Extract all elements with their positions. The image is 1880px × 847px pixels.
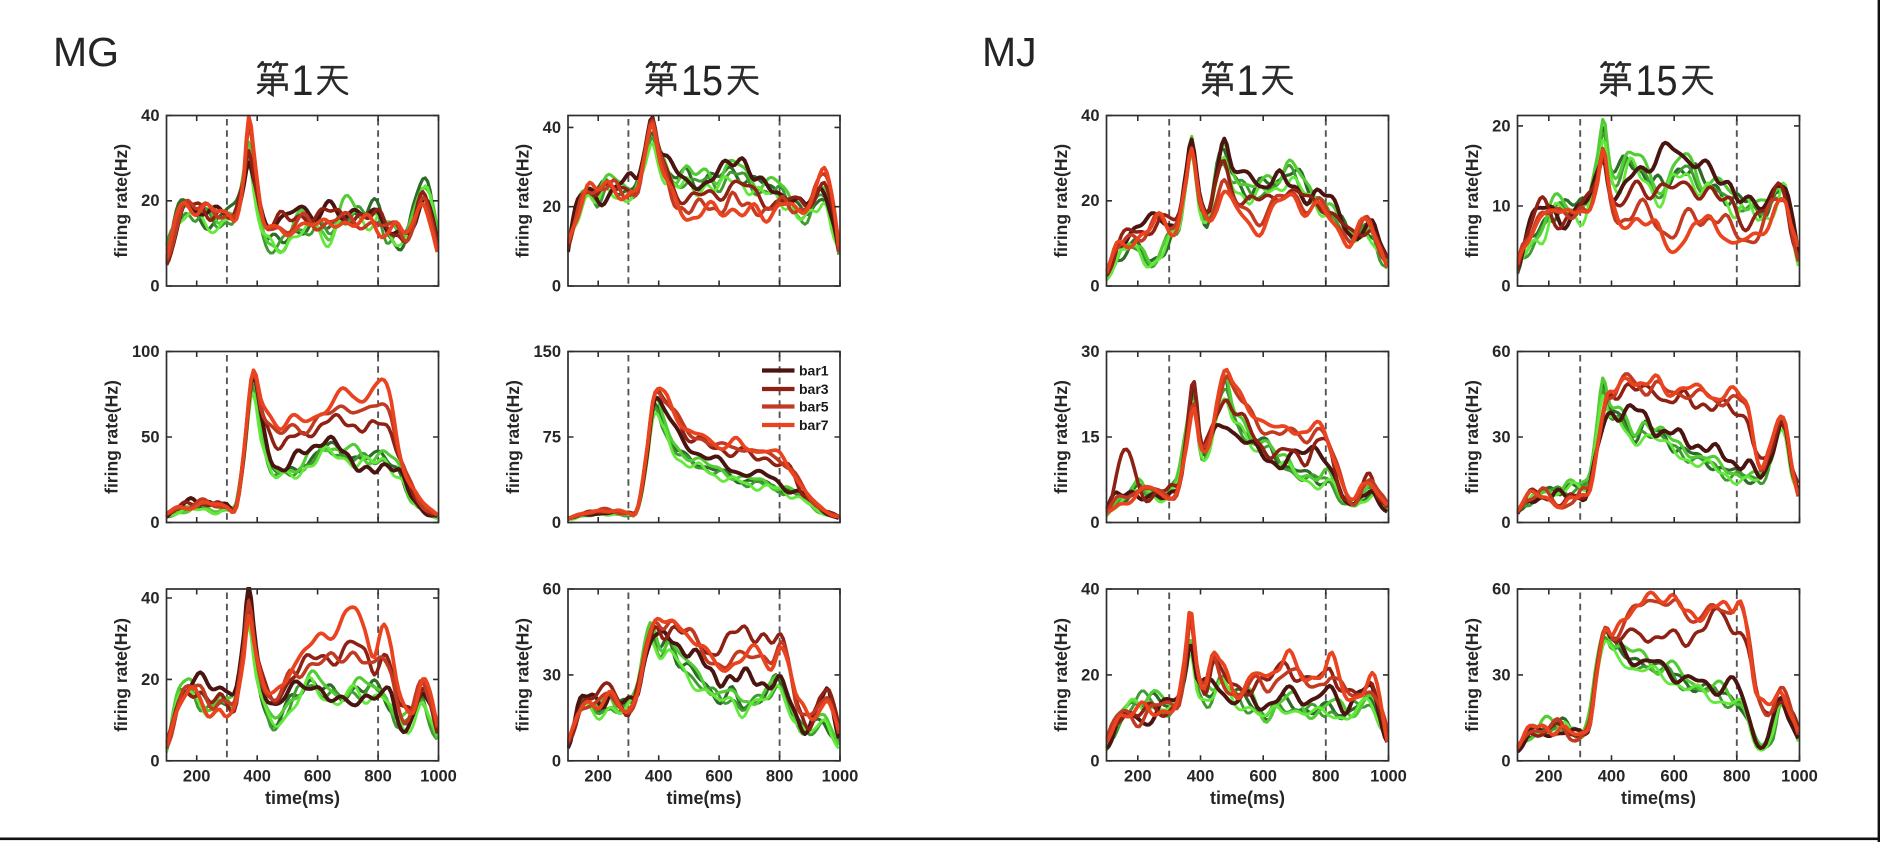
svg-text:400: 400 — [645, 767, 673, 785]
svg-text:600: 600 — [1660, 767, 1688, 785]
svg-text:40: 40 — [543, 119, 561, 137]
svg-text:20: 20 — [1492, 117, 1510, 135]
svg-text:20: 20 — [141, 671, 159, 689]
svg-text:time(ms): time(ms) — [265, 788, 340, 808]
svg-text:20: 20 — [1081, 666, 1099, 684]
svg-text:20: 20 — [543, 198, 561, 216]
svg-text:600: 600 — [705, 767, 733, 785]
svg-text:1000: 1000 — [1781, 767, 1818, 785]
svg-text:100: 100 — [132, 343, 160, 361]
svg-text:600: 600 — [304, 767, 332, 785]
svg-text:15: 15 — [681, 57, 723, 105]
svg-text:firing rate(Hz): firing rate(Hz) — [1051, 144, 1071, 258]
svg-text:20: 20 — [141, 192, 159, 210]
svg-text:MJ: MJ — [982, 29, 1037, 75]
svg-text:75: 75 — [543, 429, 561, 447]
svg-text:firing rate(Hz): firing rate(Hz) — [102, 380, 122, 494]
svg-text:bar7: bar7 — [799, 417, 829, 433]
svg-text:firing rate(Hz): firing rate(Hz) — [1462, 618, 1482, 732]
svg-text:30: 30 — [1492, 666, 1510, 684]
svg-text:firing rate(Hz): firing rate(Hz) — [512, 618, 532, 732]
svg-text:30: 30 — [1081, 343, 1099, 361]
svg-text:200: 200 — [1535, 767, 1563, 785]
svg-text:1000: 1000 — [1370, 767, 1407, 785]
svg-text:200: 200 — [584, 767, 612, 785]
svg-text:1000: 1000 — [822, 767, 859, 785]
svg-text:0: 0 — [1501, 514, 1510, 532]
svg-text:bar1: bar1 — [799, 363, 829, 379]
svg-text:0: 0 — [1501, 278, 1510, 296]
svg-text:firing rate(Hz): firing rate(Hz) — [1051, 380, 1071, 494]
svg-text:400: 400 — [243, 767, 271, 785]
svg-text:60: 60 — [1492, 343, 1510, 361]
svg-text:firing rate(Hz): firing rate(Hz) — [111, 618, 131, 732]
svg-text:bar5: bar5 — [799, 399, 829, 415]
svg-text:800: 800 — [364, 767, 392, 785]
svg-text:1: 1 — [292, 57, 314, 105]
svg-text:firing rate(Hz): firing rate(Hz) — [1462, 144, 1482, 258]
svg-text:20: 20 — [1081, 192, 1099, 210]
svg-text:0: 0 — [552, 514, 561, 532]
svg-text:firing rate(Hz): firing rate(Hz) — [1051, 618, 1071, 732]
svg-text:40: 40 — [1081, 581, 1099, 599]
svg-text:firing rate(Hz): firing rate(Hz) — [512, 144, 532, 258]
svg-text:30: 30 — [1492, 429, 1510, 447]
svg-text:1: 1 — [1237, 57, 1259, 105]
svg-text:400: 400 — [1598, 767, 1626, 785]
svg-text:60: 60 — [1492, 581, 1510, 599]
svg-text:600: 600 — [1249, 767, 1277, 785]
svg-text:30: 30 — [543, 666, 561, 684]
svg-text:0: 0 — [1090, 278, 1099, 296]
svg-text:0: 0 — [150, 514, 159, 532]
svg-text:150: 150 — [533, 343, 561, 361]
svg-text:60: 60 — [543, 581, 561, 599]
svg-text:0: 0 — [552, 278, 561, 296]
svg-text:firing rate(Hz): firing rate(Hz) — [111, 144, 131, 258]
svg-text:0: 0 — [552, 752, 561, 770]
svg-text:50: 50 — [141, 429, 159, 447]
svg-text:800: 800 — [766, 767, 794, 785]
svg-text:40: 40 — [1081, 107, 1099, 125]
svg-text:400: 400 — [1187, 767, 1215, 785]
svg-text:0: 0 — [150, 752, 159, 770]
svg-text:time(ms): time(ms) — [1210, 788, 1285, 808]
svg-text:800: 800 — [1723, 767, 1751, 785]
svg-text:bar3: bar3 — [799, 381, 829, 397]
svg-text:firing rate(Hz): firing rate(Hz) — [1462, 380, 1482, 494]
svg-text:10: 10 — [1492, 198, 1510, 216]
svg-text:200: 200 — [183, 767, 211, 785]
svg-text:time(ms): time(ms) — [1621, 788, 1696, 808]
svg-text:0: 0 — [150, 278, 159, 296]
svg-text:1000: 1000 — [420, 767, 457, 785]
svg-text:200: 200 — [1124, 767, 1152, 785]
svg-text:0: 0 — [1090, 514, 1099, 532]
svg-text:time(ms): time(ms) — [666, 788, 741, 808]
svg-text:800: 800 — [1312, 767, 1340, 785]
svg-text:MG: MG — [53, 29, 119, 75]
svg-text:firing rate(Hz): firing rate(Hz) — [503, 380, 523, 494]
svg-text:40: 40 — [141, 107, 159, 125]
svg-text:15: 15 — [1636, 57, 1678, 105]
svg-text:40: 40 — [141, 590, 159, 608]
svg-text:0: 0 — [1090, 752, 1099, 770]
svg-text:15: 15 — [1081, 429, 1099, 447]
svg-text:0: 0 — [1501, 752, 1510, 770]
